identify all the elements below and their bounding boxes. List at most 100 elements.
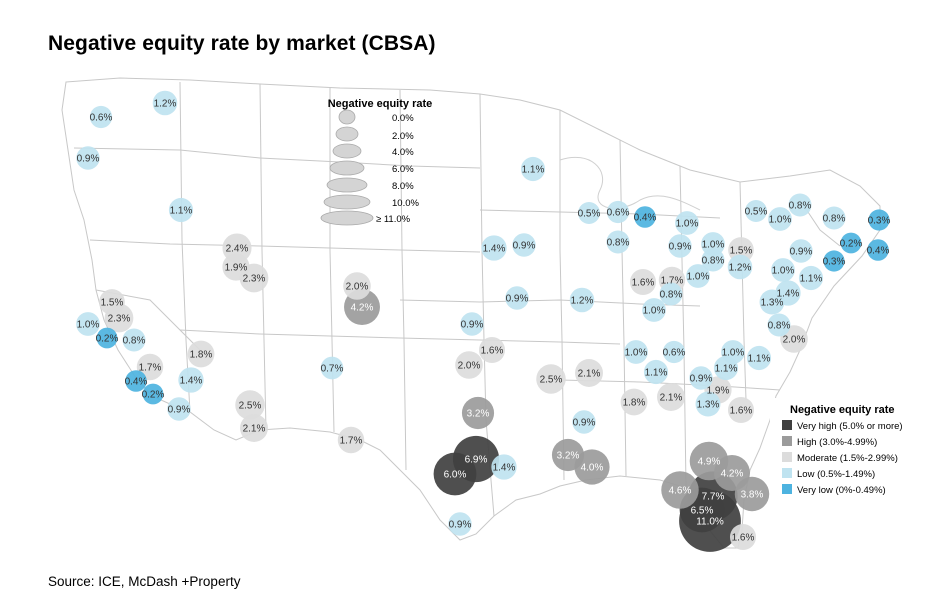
market-label: 1.4% xyxy=(777,289,800,300)
legend-swatch-moderate xyxy=(782,452,792,462)
market-label: 1.1% xyxy=(170,206,193,217)
market-bubble xyxy=(89,105,113,129)
market-bubble xyxy=(76,312,100,336)
market-label: 1.1% xyxy=(645,368,668,379)
market-bubble xyxy=(455,351,483,379)
market-bubble xyxy=(551,438,585,472)
market-label: 1.6% xyxy=(632,278,655,289)
market-label: 2.0% xyxy=(346,282,369,293)
state-line xyxy=(329,88,335,433)
state-line xyxy=(259,83,267,431)
market-bubble xyxy=(222,253,250,281)
size-legend-label: 4.0% xyxy=(392,147,414,158)
market-label: 4.0% xyxy=(581,463,604,474)
great-lakes xyxy=(559,156,701,211)
state-line xyxy=(179,329,621,345)
market-bubble xyxy=(320,356,344,380)
market-label: 0.8% xyxy=(702,256,725,267)
market-bubble xyxy=(122,328,146,352)
market-label: 1.1% xyxy=(800,274,823,285)
market-label: 4.2% xyxy=(721,469,744,480)
market-label: 2.3% xyxy=(108,314,131,325)
market-label: 4.9% xyxy=(698,457,721,468)
market-label: 0.9% xyxy=(506,294,529,305)
market-label: 1.6% xyxy=(481,346,504,357)
size-legend-label: 8.0% xyxy=(392,181,414,192)
state-line xyxy=(559,110,565,481)
market-label: 1.4% xyxy=(180,376,203,387)
market-label: 3.2% xyxy=(557,451,580,462)
market-bubble xyxy=(768,207,792,231)
market-label: 1.2% xyxy=(154,99,177,110)
market-label: 1.4% xyxy=(483,244,506,255)
market-label: 1.1% xyxy=(522,165,545,176)
market-bubble xyxy=(606,200,630,224)
market-label: 1.1% xyxy=(748,354,771,365)
market-bubbles: 0.6%1.2%0.9%1.1%2.4%1.9%2.3%2.0%4.2%1.5%… xyxy=(76,90,891,552)
market-label: 0.8% xyxy=(823,214,846,225)
legend-label-very-low: Very low (0%-0.49%) xyxy=(797,485,886,496)
size-legend-label: 0.0% xyxy=(392,113,414,124)
market-label: 0.5% xyxy=(745,207,768,218)
market-label: 0.7% xyxy=(321,364,344,375)
market-label: 1.0% xyxy=(772,266,795,277)
market-bubble xyxy=(620,388,648,416)
market-bubble xyxy=(491,454,517,480)
legend-swatch-very-high xyxy=(782,420,792,430)
market-bubble xyxy=(767,313,791,337)
market-label: 4.6% xyxy=(669,486,692,497)
market-label: 0.3% xyxy=(868,216,891,227)
market-bubble xyxy=(520,156,546,182)
size-legend-shape xyxy=(335,126,359,142)
market-bubble xyxy=(686,264,710,288)
market-bubble xyxy=(643,359,669,385)
market-label: 1.0% xyxy=(769,215,792,226)
market-bubble xyxy=(461,396,495,430)
market-label: 0.9% xyxy=(790,247,813,258)
market-bubble xyxy=(572,410,596,434)
market-label: 2.0% xyxy=(458,361,481,372)
market-label: 0.5% xyxy=(578,209,601,220)
market-bubble xyxy=(536,364,566,394)
market-bubble xyxy=(701,232,725,256)
market-label: 0.9% xyxy=(513,241,536,252)
market-bubble xyxy=(868,209,890,231)
market-label: 0.8% xyxy=(123,336,146,347)
market-label: 1.8% xyxy=(623,398,646,409)
market-bubble xyxy=(168,197,194,223)
market-bubble xyxy=(840,232,862,254)
market-bubble xyxy=(152,90,178,116)
market-label: 0.9% xyxy=(669,242,692,253)
market-bubble xyxy=(578,202,600,224)
size-legend: Negative equity rate 0.0% 2.0% 4.0% 6.0%… xyxy=(320,98,432,226)
market-bubble xyxy=(448,512,472,536)
market-label: 0.8% xyxy=(768,321,791,332)
legend-label-high: High (3.0%-4.99%) xyxy=(797,437,877,448)
market-bubble xyxy=(575,359,603,387)
legend-swatch-very-low xyxy=(782,484,792,494)
market-label: 2.1% xyxy=(243,424,266,435)
market-label: 0.8% xyxy=(607,238,630,249)
market-label: 6.9% xyxy=(465,455,488,466)
market-label: 0.8% xyxy=(789,201,812,212)
market-label: 0.4% xyxy=(125,377,148,388)
market-label: 1.2% xyxy=(729,263,752,274)
market-label: 1.3% xyxy=(697,400,720,411)
market-bubble xyxy=(695,391,721,417)
legend-label-very-high: Very high (5.0% or more) xyxy=(797,421,903,432)
market-bubble xyxy=(634,206,656,228)
market-bubble xyxy=(823,250,845,272)
market-label: 1.0% xyxy=(625,348,648,359)
market-label: 2.5% xyxy=(239,401,262,412)
market-bubble xyxy=(662,340,686,364)
state-line xyxy=(739,181,747,401)
market-bubble xyxy=(481,235,507,261)
market-bubble xyxy=(727,396,755,424)
market-label: 1.3% xyxy=(761,298,784,309)
market-label: 1.8% xyxy=(190,350,213,361)
market-label: 1.0% xyxy=(676,219,699,230)
state-line xyxy=(89,239,481,253)
market-bubble xyxy=(721,340,745,364)
state-line xyxy=(619,139,627,477)
market-label: 1.1% xyxy=(715,364,738,375)
